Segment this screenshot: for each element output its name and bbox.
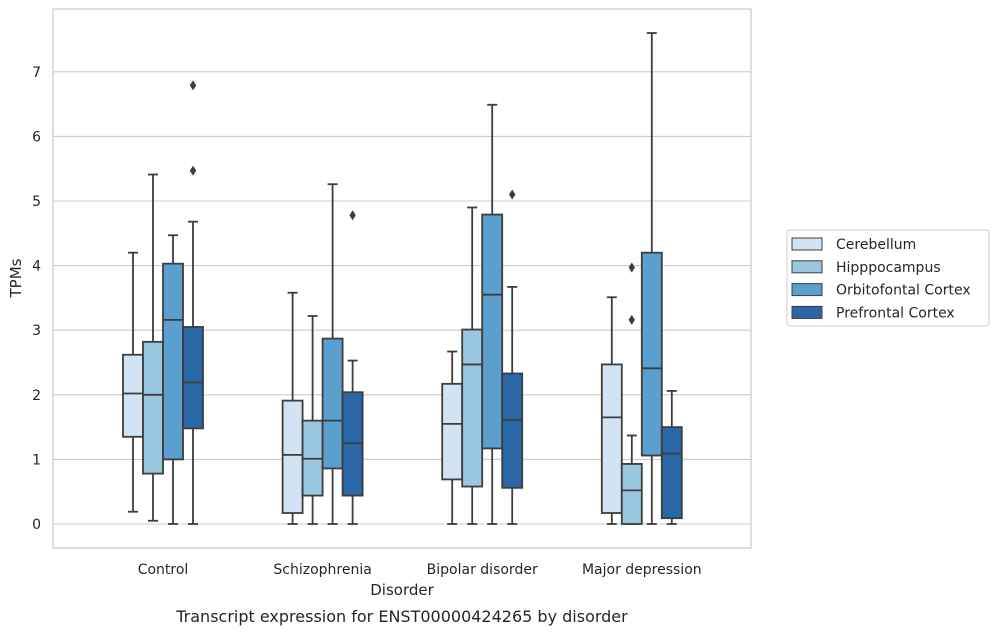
box-iqr [122, 353, 144, 438]
y-tick-label: 2 [32, 388, 41, 404]
box-iqr [182, 326, 204, 430]
box-iqr [600, 363, 623, 514]
legend-frame [786, 229, 990, 327]
x-tick-label: Schizophrenia [273, 562, 371, 578]
box-cerebellum [122, 251, 144, 513]
box-iqr [321, 337, 344, 470]
box-hipppocampus [620, 262, 643, 525]
legend-swatch [791, 260, 823, 274]
box-cerebellum [441, 350, 464, 525]
x-tick-label: Major depression [582, 562, 702, 578]
legend-label: Cerebellum [836, 237, 916, 253]
x-tick-label: Control [138, 562, 189, 578]
x-tick-labels: Control Schizophrenia Bipolar disorder Majo… [138, 562, 702, 578]
box-orbitofontal-cortex [321, 183, 344, 525]
box-prefrontal-cortex [501, 189, 524, 525]
y-tick-label: 4 [32, 259, 41, 275]
box-iqr [441, 382, 464, 481]
box-prefrontal-cortex [660, 390, 683, 525]
box-prefrontal-cortex [341, 210, 364, 525]
box-hipppocampus [142, 173, 164, 522]
legend-swatch [791, 305, 823, 319]
chart-caption: Transcript expression for ENST0000042426… [175, 607, 628, 626]
outlier-point [509, 189, 516, 200]
outlier-point [349, 210, 356, 221]
y-tick-label: 7 [32, 65, 41, 81]
box-cerebellum [281, 291, 304, 525]
outlier-point [628, 262, 635, 273]
x-tick-label: Bipolar disorder [427, 562, 538, 578]
box-hipppocampus [301, 315, 324, 525]
outlier-point [189, 80, 197, 91]
legend-label: Prefrontal Cortex [836, 305, 955, 321]
y-tick-labels: 0 1 2 3 4 5 6 7 [32, 65, 41, 533]
box-prefrontal-cortex [182, 80, 204, 525]
y-tick-label: 1 [32, 452, 41, 468]
outlier-point [628, 314, 635, 325]
box-orbitofontal-cortex [162, 234, 184, 525]
x-axis-label: Disorder [370, 581, 434, 599]
box-iqr [481, 213, 504, 450]
box-iqr [660, 426, 683, 520]
box-orbitofontal-cortex [481, 103, 504, 525]
box-iqr [640, 251, 663, 457]
y-tick-label: 6 [32, 129, 41, 145]
box-iqr [142, 340, 164, 475]
y-tick-label: 3 [32, 323, 41, 339]
box-series-layer [122, 32, 683, 525]
box-iqr [281, 399, 304, 514]
box-orbitofontal-cortex [640, 32, 663, 525]
legend-swatch [791, 283, 823, 297]
plot-area-frame [52, 8, 752, 549]
box-iqr [162, 262, 184, 461]
box-hipppocampus [461, 206, 484, 525]
y-tick-label: 0 [32, 517, 41, 533]
outlier-point [189, 165, 197, 176]
y-tick-label: 5 [32, 194, 41, 210]
legend: Cerebellum Hipppocampus Orbitofontal Corte… [786, 229, 990, 327]
legend-swatch [791, 237, 823, 251]
box-iqr [461, 328, 484, 488]
box-iqr [620, 463, 643, 525]
box-cerebellum [600, 296, 623, 525]
box-iqr [501, 372, 524, 489]
y-axis-label: TPMs [7, 258, 25, 298]
legend-label: Orbitofontal Cortex [836, 283, 971, 299]
legend-label: Hipppocampus [836, 260, 941, 276]
